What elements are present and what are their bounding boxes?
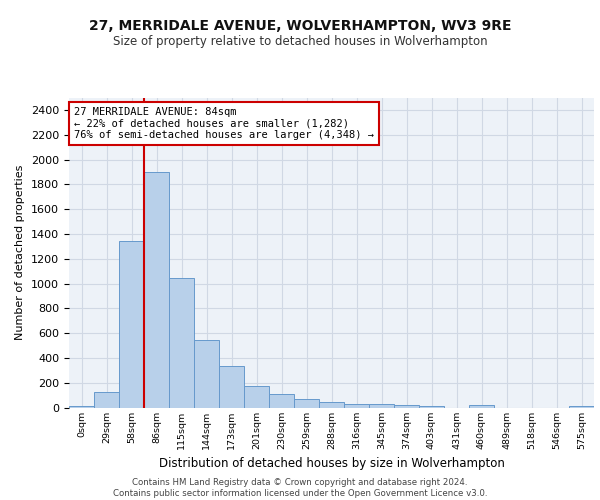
Bar <box>469 405 494 407</box>
Text: Contains HM Land Registry data © Crown copyright and database right 2024.
Contai: Contains HM Land Registry data © Crown c… <box>113 478 487 498</box>
Text: 27 MERRIDALE AVENUE: 84sqm
← 22% of detached houses are smaller (1,282)
76% of s: 27 MERRIDALE AVENUE: 84sqm ← 22% of deta… <box>74 107 374 140</box>
Text: 27, MERRIDALE AVENUE, WOLVERHAMPTON, WV3 9RE: 27, MERRIDALE AVENUE, WOLVERHAMPTON, WV3… <box>89 19 511 33</box>
Bar <box>394 405 419 407</box>
Bar <box>269 394 294 407</box>
Bar <box>369 404 394 407</box>
Bar <box>144 172 169 408</box>
Bar <box>319 402 344 407</box>
Bar <box>169 278 194 407</box>
Bar <box>69 406 94 408</box>
Bar <box>244 386 269 407</box>
X-axis label: Distribution of detached houses by size in Wolverhampton: Distribution of detached houses by size … <box>158 457 505 470</box>
Bar <box>119 242 144 408</box>
Bar <box>219 366 244 408</box>
Bar <box>94 392 119 407</box>
Bar <box>344 404 369 407</box>
Text: Size of property relative to detached houses in Wolverhampton: Size of property relative to detached ho… <box>113 35 487 48</box>
Bar <box>569 406 594 408</box>
Bar <box>419 406 444 407</box>
Bar <box>194 340 219 407</box>
Y-axis label: Number of detached properties: Number of detached properties <box>16 165 25 340</box>
Bar <box>294 400 319 407</box>
